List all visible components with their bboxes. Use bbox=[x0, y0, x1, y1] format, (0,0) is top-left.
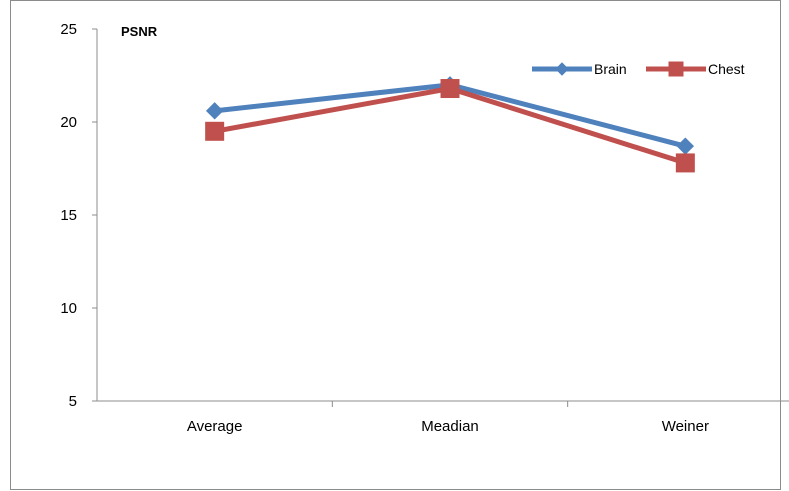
y-tick-label: 15 bbox=[60, 207, 77, 224]
data-point bbox=[675, 153, 695, 173]
legend-label: Chest bbox=[708, 61, 745, 77]
data-point bbox=[205, 102, 224, 120]
x-tick-label: Meadian bbox=[421, 418, 479, 435]
x-tick-label: Weiner bbox=[662, 418, 709, 435]
y-tick-label: 20 bbox=[60, 114, 77, 131]
y-tick-label: 5 bbox=[69, 393, 77, 410]
data-point bbox=[440, 79, 460, 99]
series-chest bbox=[205, 79, 695, 173]
x-tick-label: Average bbox=[187, 418, 243, 435]
legend-marker bbox=[555, 62, 569, 76]
legend-item: Brain bbox=[532, 61, 627, 77]
legend-label: Brain bbox=[594, 61, 627, 77]
legend: Brain Chest bbox=[532, 61, 745, 77]
axes: 5 10 15 20 25 Average Meadian Weiner bbox=[60, 21, 789, 435]
y-tick-label: 10 bbox=[60, 300, 77, 317]
legend-marker bbox=[668, 61, 684, 77]
data-point bbox=[205, 121, 225, 141]
chart-border bbox=[10, 0, 781, 490]
chart-title: PSNR bbox=[121, 24, 158, 39]
legend-item: Chest bbox=[646, 61, 745, 77]
y-tick-label: 25 bbox=[60, 21, 77, 38]
series-layer bbox=[205, 76, 695, 173]
